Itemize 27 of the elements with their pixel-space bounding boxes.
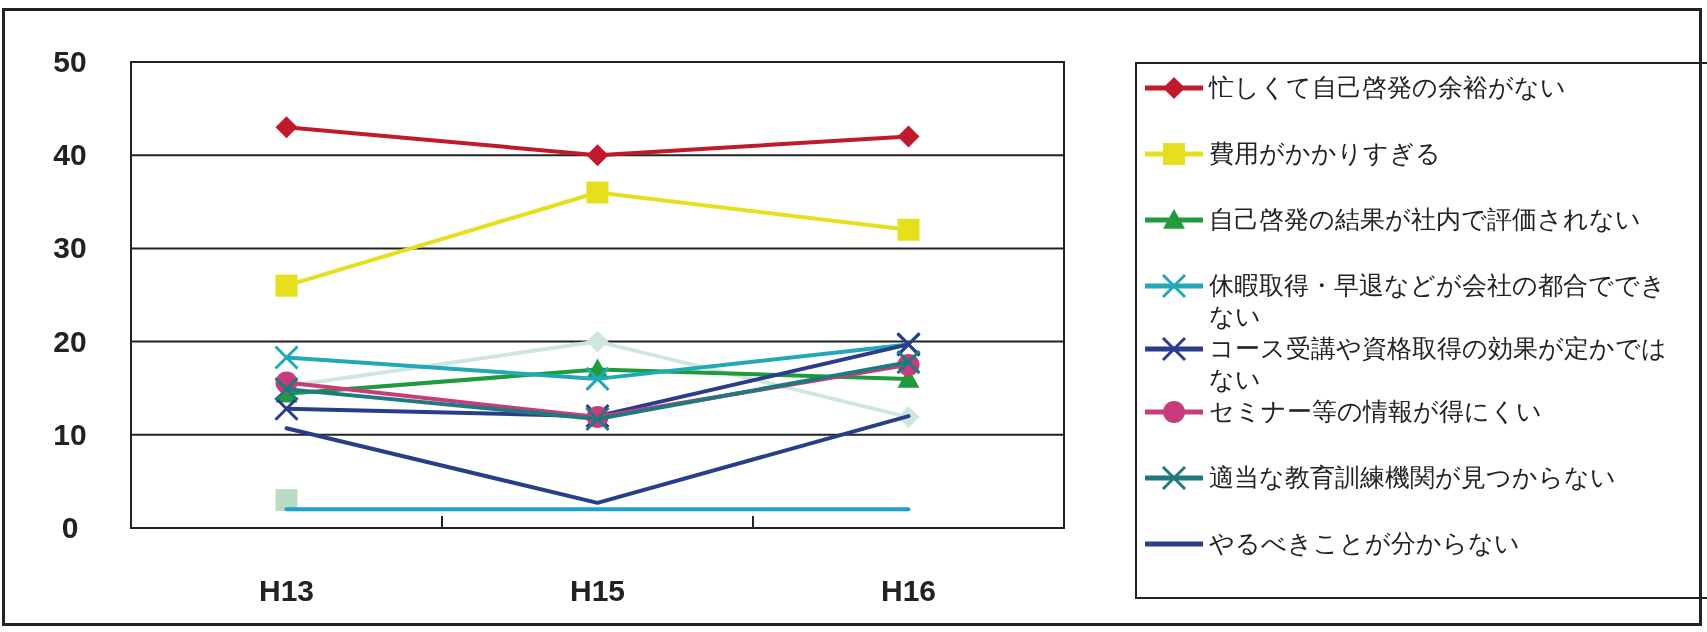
legend-label: 費用がかかりすぎる <box>1209 138 1442 169</box>
y-tick-label: 40 <box>53 138 87 172</box>
point <box>897 218 920 241</box>
point <box>585 366 610 392</box>
x-tick-label: H16 <box>880 574 937 607</box>
legend-label: やるべきことが分からない <box>1209 528 1521 559</box>
x-tick-label: H13 <box>258 574 315 607</box>
point <box>897 125 920 148</box>
point <box>586 330 609 353</box>
point <box>275 116 298 139</box>
point <box>274 344 299 370</box>
legend-label: 休暇取得・早退などが会社の都合でできない <box>1209 270 1667 332</box>
point <box>586 144 609 167</box>
y-tick-label: 0 <box>61 511 79 544</box>
point <box>274 376 299 402</box>
y-tick-label: 20 <box>53 324 87 358</box>
legend-label: 自己啓発の結果が社内で評価されない <box>1209 204 1642 235</box>
y-tick-label: 10 <box>53 417 87 451</box>
x-tick-label: H15 <box>569 574 626 607</box>
y-tick-label: 30 <box>53 231 87 265</box>
legend-label: 適当な教育訓練機関が見つからない <box>1209 462 1617 493</box>
y-tick-label: 50 <box>53 45 87 78</box>
legend-label: セミナー等の情報が得にくい <box>1209 396 1543 427</box>
legend-label: 忙しくて自己啓発の余裕がない <box>1209 72 1567 103</box>
point <box>275 274 298 297</box>
legend-label: コース受講や資格取得の効果が定かではない <box>1209 333 1668 395</box>
point <box>586 181 609 204</box>
